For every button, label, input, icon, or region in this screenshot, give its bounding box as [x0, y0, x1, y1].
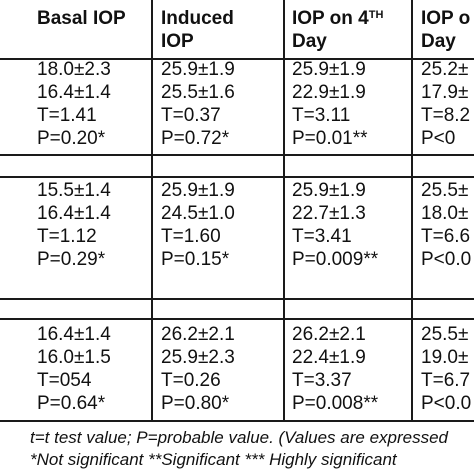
table-cell: 18.0± — [421, 203, 469, 224]
table-cell: P<0.0 — [421, 393, 472, 414]
table-cell: T=3.37 — [292, 370, 352, 391]
table-cell: P=0.64* — [37, 393, 106, 414]
table-cell: P=0.009** — [292, 249, 379, 270]
table-cell: 25.9±1.9 — [292, 180, 366, 201]
table-cell: 24.5±1.0 — [161, 203, 235, 224]
table-cell: 17.9± — [421, 82, 469, 103]
table-cell: 22.4±1.9 — [292, 347, 366, 368]
header-iop-4th-day-sup: TH — [368, 9, 384, 21]
table-cell: P=0.72* — [161, 128, 230, 149]
rule-group-2-bottom — [0, 298, 474, 300]
header-iop-next-day-line2: Day — [421, 31, 456, 52]
header-induced-iop-line2: IOP — [161, 31, 194, 52]
table-cell: 25.9±1.9 — [161, 59, 235, 80]
rule-group-2-top — [0, 176, 474, 178]
column-rule-1 — [151, 0, 153, 421]
table-cell: 18.0±2.3 — [37, 59, 111, 80]
header-basal-iop: Basal IOP — [37, 8, 126, 29]
table-cell: P=0.20* — [37, 128, 106, 149]
table-cell: P=0.15* — [161, 249, 230, 270]
table-cell: T=6.6 — [421, 226, 471, 247]
table-cell: 25.9±1.9 — [161, 180, 235, 201]
table-cell: T=054 — [37, 370, 92, 391]
table-cell: 26.2±2.1 — [161, 324, 235, 345]
table-cell: P=0.29* — [37, 249, 106, 270]
table-cell: 25.2± — [421, 59, 469, 80]
table-cell: T=3.41 — [292, 226, 352, 247]
table-cell: P<0 — [421, 128, 456, 149]
table-cell: 16.4±1.4 — [37, 82, 111, 103]
table-cell: 25.5± — [421, 180, 469, 201]
header-iop-4th-day-line1: IOP on 4TH — [292, 8, 383, 30]
table-cell: 25.5± — [421, 324, 469, 345]
footnote-significance: *Not significant **Significant *** Highl… — [30, 450, 397, 469]
column-rule-3 — [411, 0, 413, 421]
table-cell: 22.9±1.9 — [292, 82, 366, 103]
table-cell: 16.4±1.4 — [37, 324, 111, 345]
column-rule-2 — [283, 0, 285, 421]
table-cell: 19.0± — [421, 347, 469, 368]
rule-below-header — [0, 58, 474, 60]
table-cell: T=0.37 — [161, 105, 221, 126]
table-cell: 26.2±2.1 — [292, 324, 366, 345]
table-cell: T=1.41 — [37, 105, 97, 126]
table-cell: T=3.11 — [292, 105, 351, 126]
table-cell: 22.7±1.3 — [292, 203, 366, 224]
header-induced-iop-line1: Induced — [161, 8, 234, 29]
rule-group-3-bottom — [0, 420, 474, 422]
table-cell: 16.4±1.4 — [37, 203, 111, 224]
table-cell: 15.5±1.4 — [37, 180, 111, 201]
rule-group-1-bottom — [0, 154, 474, 156]
header-iop-4th-day-line2: Day — [292, 31, 327, 52]
table-cell: T=8.2 — [421, 105, 471, 126]
table-cell: 16.0±1.5 — [37, 347, 111, 368]
header-iop-4th-day-text: IOP on 4 — [292, 8, 369, 29]
table-cell: T=6.7 — [421, 370, 471, 391]
table-cell: P=0.80* — [161, 393, 230, 414]
table-cell: 25.9±1.9 — [292, 59, 366, 80]
table-cell: P=0.008** — [292, 393, 379, 414]
rule-group-3-top — [0, 318, 474, 320]
table-cell: T=0.26 — [161, 370, 221, 391]
table-cell: P<0.0 — [421, 249, 472, 270]
header-iop-next-day-line1: IOP o — [421, 8, 471, 29]
table-cell: P=0.01** — [292, 128, 368, 149]
footnote-legend: t=t test value; P=probable value. (Value… — [30, 428, 449, 447]
table-cell: T=1.60 — [161, 226, 221, 247]
table-cell: T=1.12 — [37, 226, 97, 247]
table-cell: 25.9±2.3 — [161, 347, 235, 368]
table-cell: 25.5±1.6 — [161, 82, 235, 103]
